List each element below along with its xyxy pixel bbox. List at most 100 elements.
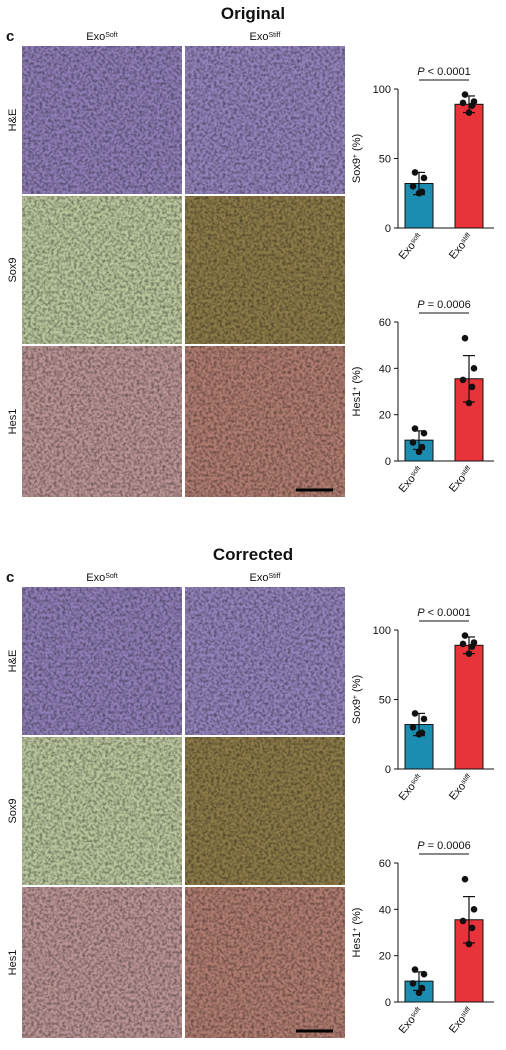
y-label-sup: + (352, 928, 359, 932)
x-tick-label-sup: stiff (460, 231, 472, 244)
column-header: ExoSoft (86, 572, 117, 584)
y-label-base: Sox9 (351, 158, 363, 183)
x-tick-label: Exostiff (447, 772, 475, 803)
y-tick-label: 0 (385, 223, 391, 235)
x-tick-label-sup: stiff (460, 464, 472, 477)
y-label-tail: (%) (351, 367, 363, 384)
y-label-tail: (%) (351, 908, 363, 925)
data-point (465, 940, 473, 948)
data-point (468, 102, 476, 109)
panel-label: c (6, 28, 14, 45)
column-header-sup: Soft (105, 573, 118, 580)
y-label-sup: + (352, 387, 359, 391)
x-tick-label: Exosoft (397, 1005, 426, 1036)
p-value: P < 0.0001 (417, 607, 470, 619)
column-header-base: Exo (86, 31, 105, 43)
y-tick-label: 50 (379, 154, 391, 166)
micrograph-texture (22, 46, 182, 194)
row-label: Sox9 (7, 798, 19, 823)
p-symbol: P (417, 299, 425, 311)
x-tick-label-sup: soft (409, 465, 422, 478)
y-label-base: Hes1 (351, 391, 363, 417)
column-header-base: Exo (250, 31, 269, 43)
bar (454, 644, 484, 770)
data-point (459, 640, 467, 648)
y-tick-label: 40 (379, 363, 391, 375)
x-tick-label: Exosoft (397, 231, 426, 262)
micrograph-texture (22, 587, 182, 735)
y-tick-label: 20 (379, 951, 391, 963)
p-symbol: P (417, 607, 425, 619)
x-tick-label: Exostiff (447, 231, 475, 262)
data-point (470, 365, 478, 372)
column-header-sup: Stiff (269, 573, 281, 580)
micrograph-texture (185, 887, 345, 1038)
data-point (411, 710, 419, 717)
data-point (409, 980, 417, 987)
y-axis-label: Hes1+ (%) (351, 908, 363, 958)
data-point (468, 924, 476, 932)
panel-title: Corrected (213, 545, 293, 564)
data-point (465, 109, 473, 116)
p-text: < 0.0001 (428, 66, 471, 78)
panel-label: c (6, 569, 14, 586)
micrograph-texture (22, 196, 182, 344)
y-tick-label: 0 (385, 997, 391, 1009)
p-value: P = 0.0006 (417, 840, 470, 852)
y-tick-label: 20 (379, 410, 391, 422)
row-label: H&E (7, 109, 19, 132)
column-header: ExoStiff (250, 31, 281, 43)
p-symbol: P (417, 66, 425, 78)
data-point (411, 169, 419, 176)
y-label-tail: (%) (351, 675, 363, 692)
data-point (420, 174, 428, 182)
micrograph-texture (185, 737, 345, 885)
micrograph-texture (22, 887, 182, 1038)
column-header-sup: Stiff (269, 32, 281, 39)
row-label: Sox9 (7, 257, 19, 282)
data-point (461, 91, 469, 98)
data-point (415, 989, 423, 997)
row-label: H&E (7, 650, 19, 673)
x-tick-label: Exostiff (447, 464, 475, 495)
data-point (409, 183, 417, 190)
column-header-base: Exo (86, 572, 105, 584)
y-label-base: Hes1 (351, 932, 363, 958)
y-tick-label: 50 (379, 695, 391, 707)
column-header-base: Exo (250, 572, 269, 584)
bar (454, 103, 484, 229)
y-label-sup: + (352, 695, 359, 699)
x-tick-label-sup: stiff (460, 1005, 472, 1018)
micrograph-texture (185, 587, 345, 735)
column-header-sup: Soft (105, 32, 118, 39)
data-point (415, 730, 423, 738)
data-point (420, 715, 428, 723)
x-tick-label-sup: stiff (460, 772, 472, 785)
y-tick-label: 40 (379, 904, 391, 916)
y-label-tail: (%) (351, 134, 363, 151)
y-tick-label: 60 (379, 858, 391, 870)
data-point (461, 632, 469, 639)
data-point (468, 643, 476, 650)
column-header: ExoStiff (250, 572, 281, 584)
p-value: P < 0.0001 (417, 66, 470, 78)
y-tick-label: 0 (385, 456, 391, 468)
data-point (459, 99, 467, 107)
data-point (468, 383, 476, 391)
column-header: ExoSoft (86, 31, 117, 43)
x-tick-label-sup: soft (409, 1006, 422, 1019)
y-label-base: Sox9 (351, 699, 363, 724)
data-point (411, 425, 419, 432)
bar (404, 724, 434, 770)
p-text: = 0.0006 (428, 840, 471, 852)
y-tick-label: 100 (373, 84, 391, 96)
data-point (411, 966, 419, 973)
data-point (459, 376, 467, 384)
data-point (409, 439, 417, 446)
data-point (415, 189, 423, 197)
data-point (409, 724, 417, 731)
data-point (461, 875, 469, 883)
row-label: Hes1 (7, 950, 19, 976)
data-point (459, 917, 467, 925)
